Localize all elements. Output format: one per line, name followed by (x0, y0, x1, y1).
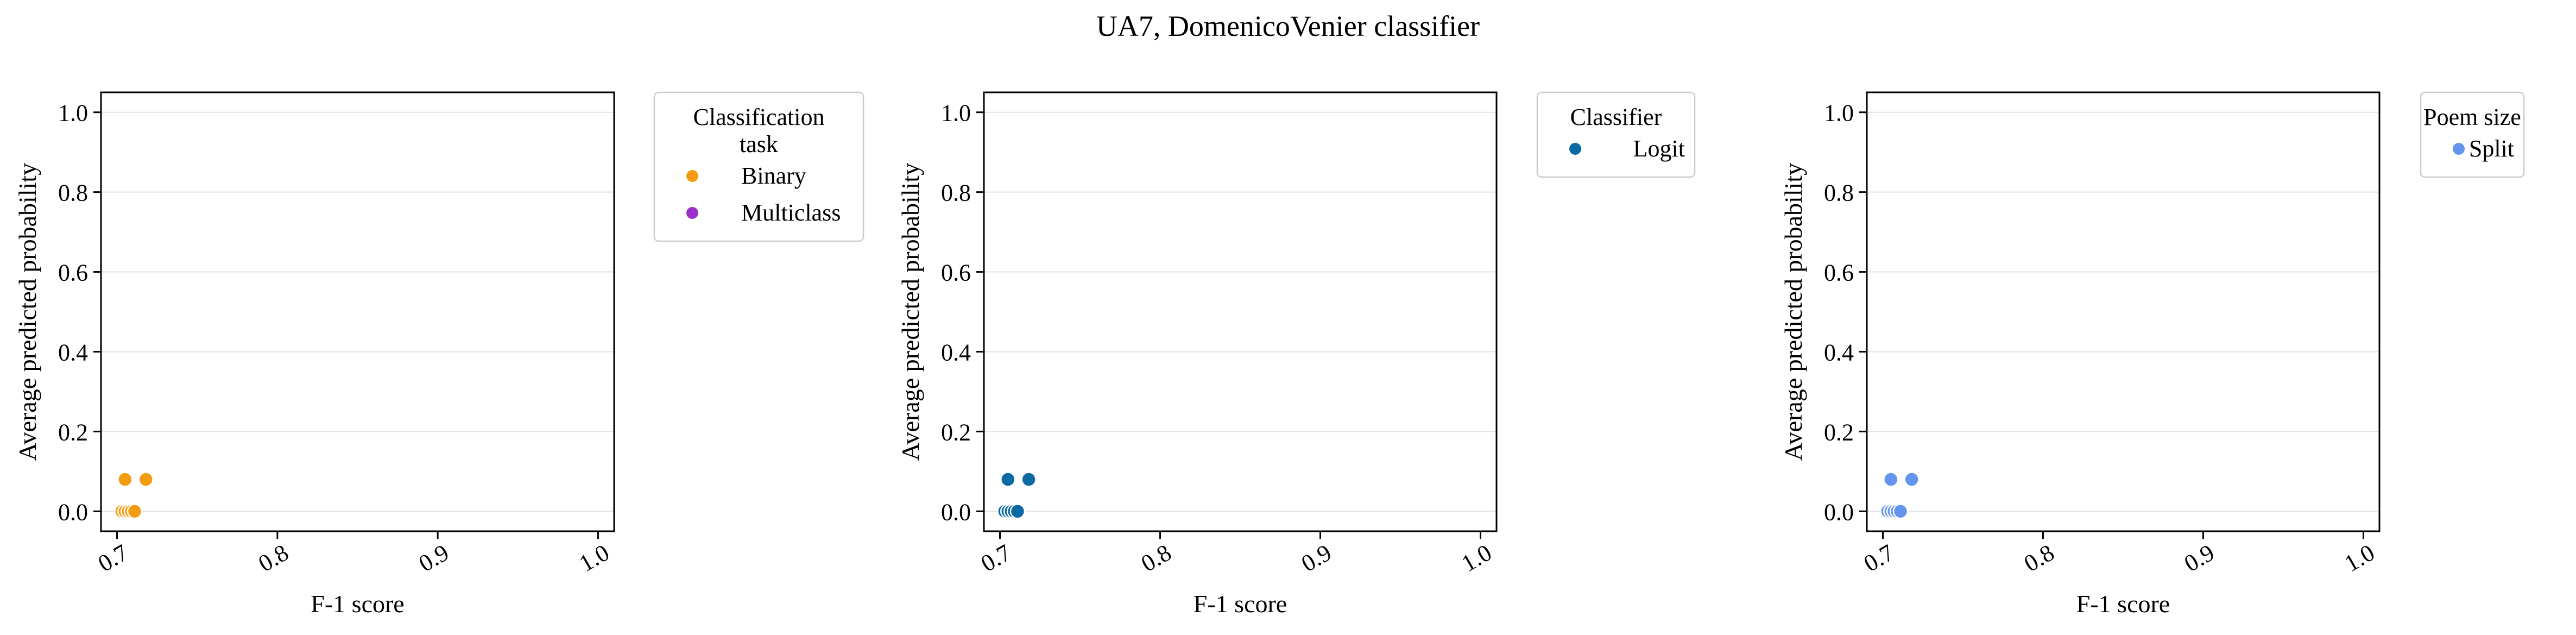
y-tick-label: 0.4 (58, 339, 88, 366)
data-point (1000, 471, 1016, 487)
y-tick-label: 0.6 (941, 260, 971, 286)
plot-frame (1866, 91, 2381, 532)
legend-marker (2452, 142, 2466, 156)
x-tick-label: 0.9 (2180, 539, 2219, 577)
data-point (1904, 471, 1920, 487)
y-tick-label: 0.2 (941, 419, 971, 445)
legend-marker (685, 206, 699, 220)
x-axis-label: F-1 score (2076, 590, 2170, 618)
y-tick-label: 0.0 (1824, 499, 1854, 525)
legend-title: Classification (693, 104, 825, 130)
x-tick-label: 0.7 (93, 539, 132, 577)
x-tick-label: 0.8 (2019, 539, 2059, 577)
y-tick-label: 0.4 (1824, 339, 1854, 366)
y-tick-label: 0.8 (58, 180, 88, 206)
data-point (138, 471, 154, 487)
legend-label: Binary (741, 162, 806, 189)
y-tick-label: 1.0 (941, 100, 971, 127)
legend-box (653, 91, 864, 242)
plot-frame (983, 91, 1498, 532)
data-point (1009, 504, 1026, 519)
legend-label: Multiclass (741, 199, 841, 226)
chart-panel-3: 0.0 0.2 0.4 0.6 0.8 1.0 0.7 0.8 0.9 1.0 F-1 score A… (1779, 91, 2525, 618)
y-axis-label: Average predicted probability (896, 163, 924, 461)
y-tick-label: 1.0 (58, 100, 88, 127)
x-tick-label: 0.9 (414, 539, 453, 577)
y-tick-label: 0.4 (941, 339, 971, 366)
legend-box (1536, 91, 1696, 178)
x-tick-label: 0.7 (1859, 539, 1898, 577)
data-point (117, 471, 133, 487)
data-point (127, 504, 143, 519)
x-tick-label: 1.0 (574, 539, 614, 577)
data-point (1892, 504, 1909, 519)
x-axis-label: F-1 score (311, 590, 404, 618)
y-axis-label: Average predicted probability (1779, 163, 1807, 461)
x-axis-label: F-1 score (1194, 590, 1287, 618)
x-tick-label: 0.8 (254, 539, 293, 577)
y-tick-label: 0.2 (58, 419, 88, 445)
legend-title: task (740, 131, 778, 158)
legend-box (2420, 91, 2525, 178)
legend-title: Classifier (1570, 104, 1662, 130)
x-tick-label: 0.9 (1297, 539, 1336, 577)
legend-title: Poem size (2423, 104, 2521, 130)
figure-title: UA7, DomenicoVenier classifier (1096, 10, 1480, 42)
y-tick-label: 0.8 (1824, 180, 1854, 206)
data-point (1021, 471, 1037, 487)
y-tick-label: 0.6 (1824, 260, 1854, 286)
data-point (1883, 471, 1899, 487)
y-tick-label: 0.8 (941, 180, 971, 206)
legend-marker (1568, 142, 1582, 156)
plot-frame (100, 91, 615, 532)
y-tick-label: 0.0 (58, 499, 88, 525)
chart-panel-2: 0.0 0.2 0.4 0.6 0.8 1.0 0.7 0.8 0.9 1.0 F-1 score A… (896, 91, 1696, 618)
y-tick-label: 1.0 (1824, 100, 1854, 127)
y-tick-label: 0.0 (941, 499, 971, 525)
x-tick-label: 0.7 (976, 539, 1015, 577)
x-tick-label: 1.0 (1457, 539, 1496, 577)
y-tick-label: 0.6 (58, 260, 88, 286)
chart-panel-1: 0.0 0.2 0.4 0.6 0.8 1.0 0.7 0.8 0.9 1.0 F-1 score A… (14, 91, 864, 618)
y-axis-label: Average predicted probability (14, 163, 41, 461)
x-tick-label: 1.0 (2340, 539, 2379, 577)
legend-marker (685, 169, 699, 183)
legend-label: Logit (1633, 135, 1685, 162)
legend-label: Split (2469, 135, 2514, 162)
y-tick-label: 0.2 (1824, 419, 1854, 445)
x-tick-label: 0.8 (1137, 539, 1176, 577)
